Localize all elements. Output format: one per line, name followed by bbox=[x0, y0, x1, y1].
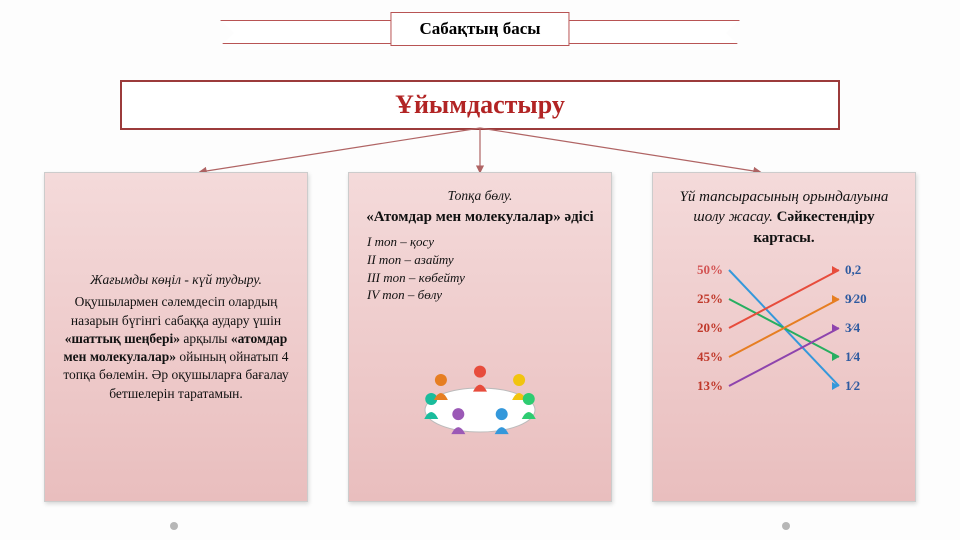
group-item: ІV топ – бөлу bbox=[367, 286, 599, 304]
card-mood-text-1: Оқушылармен сәлемдесіп олардың назарын б… bbox=[71, 294, 281, 327]
card-groups-method: «Атомдар мен молекулалар» әдісі bbox=[361, 207, 599, 227]
cards-row: Жағымды көңіл - күй тудыру. Оқушылармен … bbox=[0, 172, 960, 502]
svg-text:3⁄4: 3⁄4 bbox=[845, 320, 861, 335]
card-homework: Үй тапсырасының орындалуына шолу жасау. … bbox=[652, 172, 916, 502]
lesson-phase-ribbon: Сабақтың басы bbox=[220, 12, 740, 52]
svg-text:1⁄4: 1⁄4 bbox=[845, 349, 861, 364]
card-groups: Топқа бөлу. «Атомдар мен молекулалар» әд… bbox=[348, 172, 612, 502]
branch-arrows bbox=[0, 126, 960, 176]
svg-text:1⁄2: 1⁄2 bbox=[845, 378, 860, 393]
svg-text:0,2: 0,2 bbox=[845, 262, 861, 277]
card-groups-list: І топ – қосу ІІ топ – азайту ІІІ топ – к… bbox=[361, 233, 599, 303]
svg-text:13%: 13% bbox=[697, 378, 723, 393]
card-mood-bold-1: «шаттық шеңбері» bbox=[65, 331, 180, 346]
card-mood: Жағымды көңіл - күй тудыру. Оқушылармен … bbox=[44, 172, 308, 502]
svg-text:25%: 25% bbox=[697, 291, 723, 306]
group-item: ІІ топ – азайту bbox=[367, 251, 599, 269]
group-item: ІІІ топ – көбейту bbox=[367, 269, 599, 287]
group-item: І топ – қосу bbox=[367, 233, 599, 251]
meeting-illustration bbox=[361, 304, 599, 487]
ribbon-tail-left bbox=[220, 20, 400, 44]
card-homework-title: Үй тапсырасының орындалуына шолу жасау. … bbox=[665, 187, 903, 248]
svg-text:9⁄20: 9⁄20 bbox=[845, 291, 867, 306]
ribbon-tail-right bbox=[560, 20, 740, 44]
matching-chart: 50% 25% 20% 45% 13% 0,2 9⁄20 3⁄4 1⁄4 1⁄2 bbox=[689, 258, 879, 398]
svg-text:20%: 20% bbox=[697, 320, 723, 335]
card-mood-title: Жағымды көңіл - күй тудыру. bbox=[57, 271, 295, 289]
svg-text:45%: 45% bbox=[697, 349, 723, 364]
slide-dot bbox=[170, 522, 178, 530]
ribbon-label: Сабақтың басы bbox=[390, 12, 569, 46]
slide-dot bbox=[782, 522, 790, 530]
card-mood-text-2: арқылы bbox=[183, 331, 231, 346]
page-title: Ұйымдастыру bbox=[120, 80, 840, 130]
card-groups-title: Топқа бөлу. bbox=[361, 187, 599, 205]
svg-text:50%: 50% bbox=[697, 262, 723, 277]
card-mood-body: Оқушылармен сәлемдесіп олардың назарын б… bbox=[57, 293, 295, 402]
people-table-icon bbox=[395, 340, 565, 450]
